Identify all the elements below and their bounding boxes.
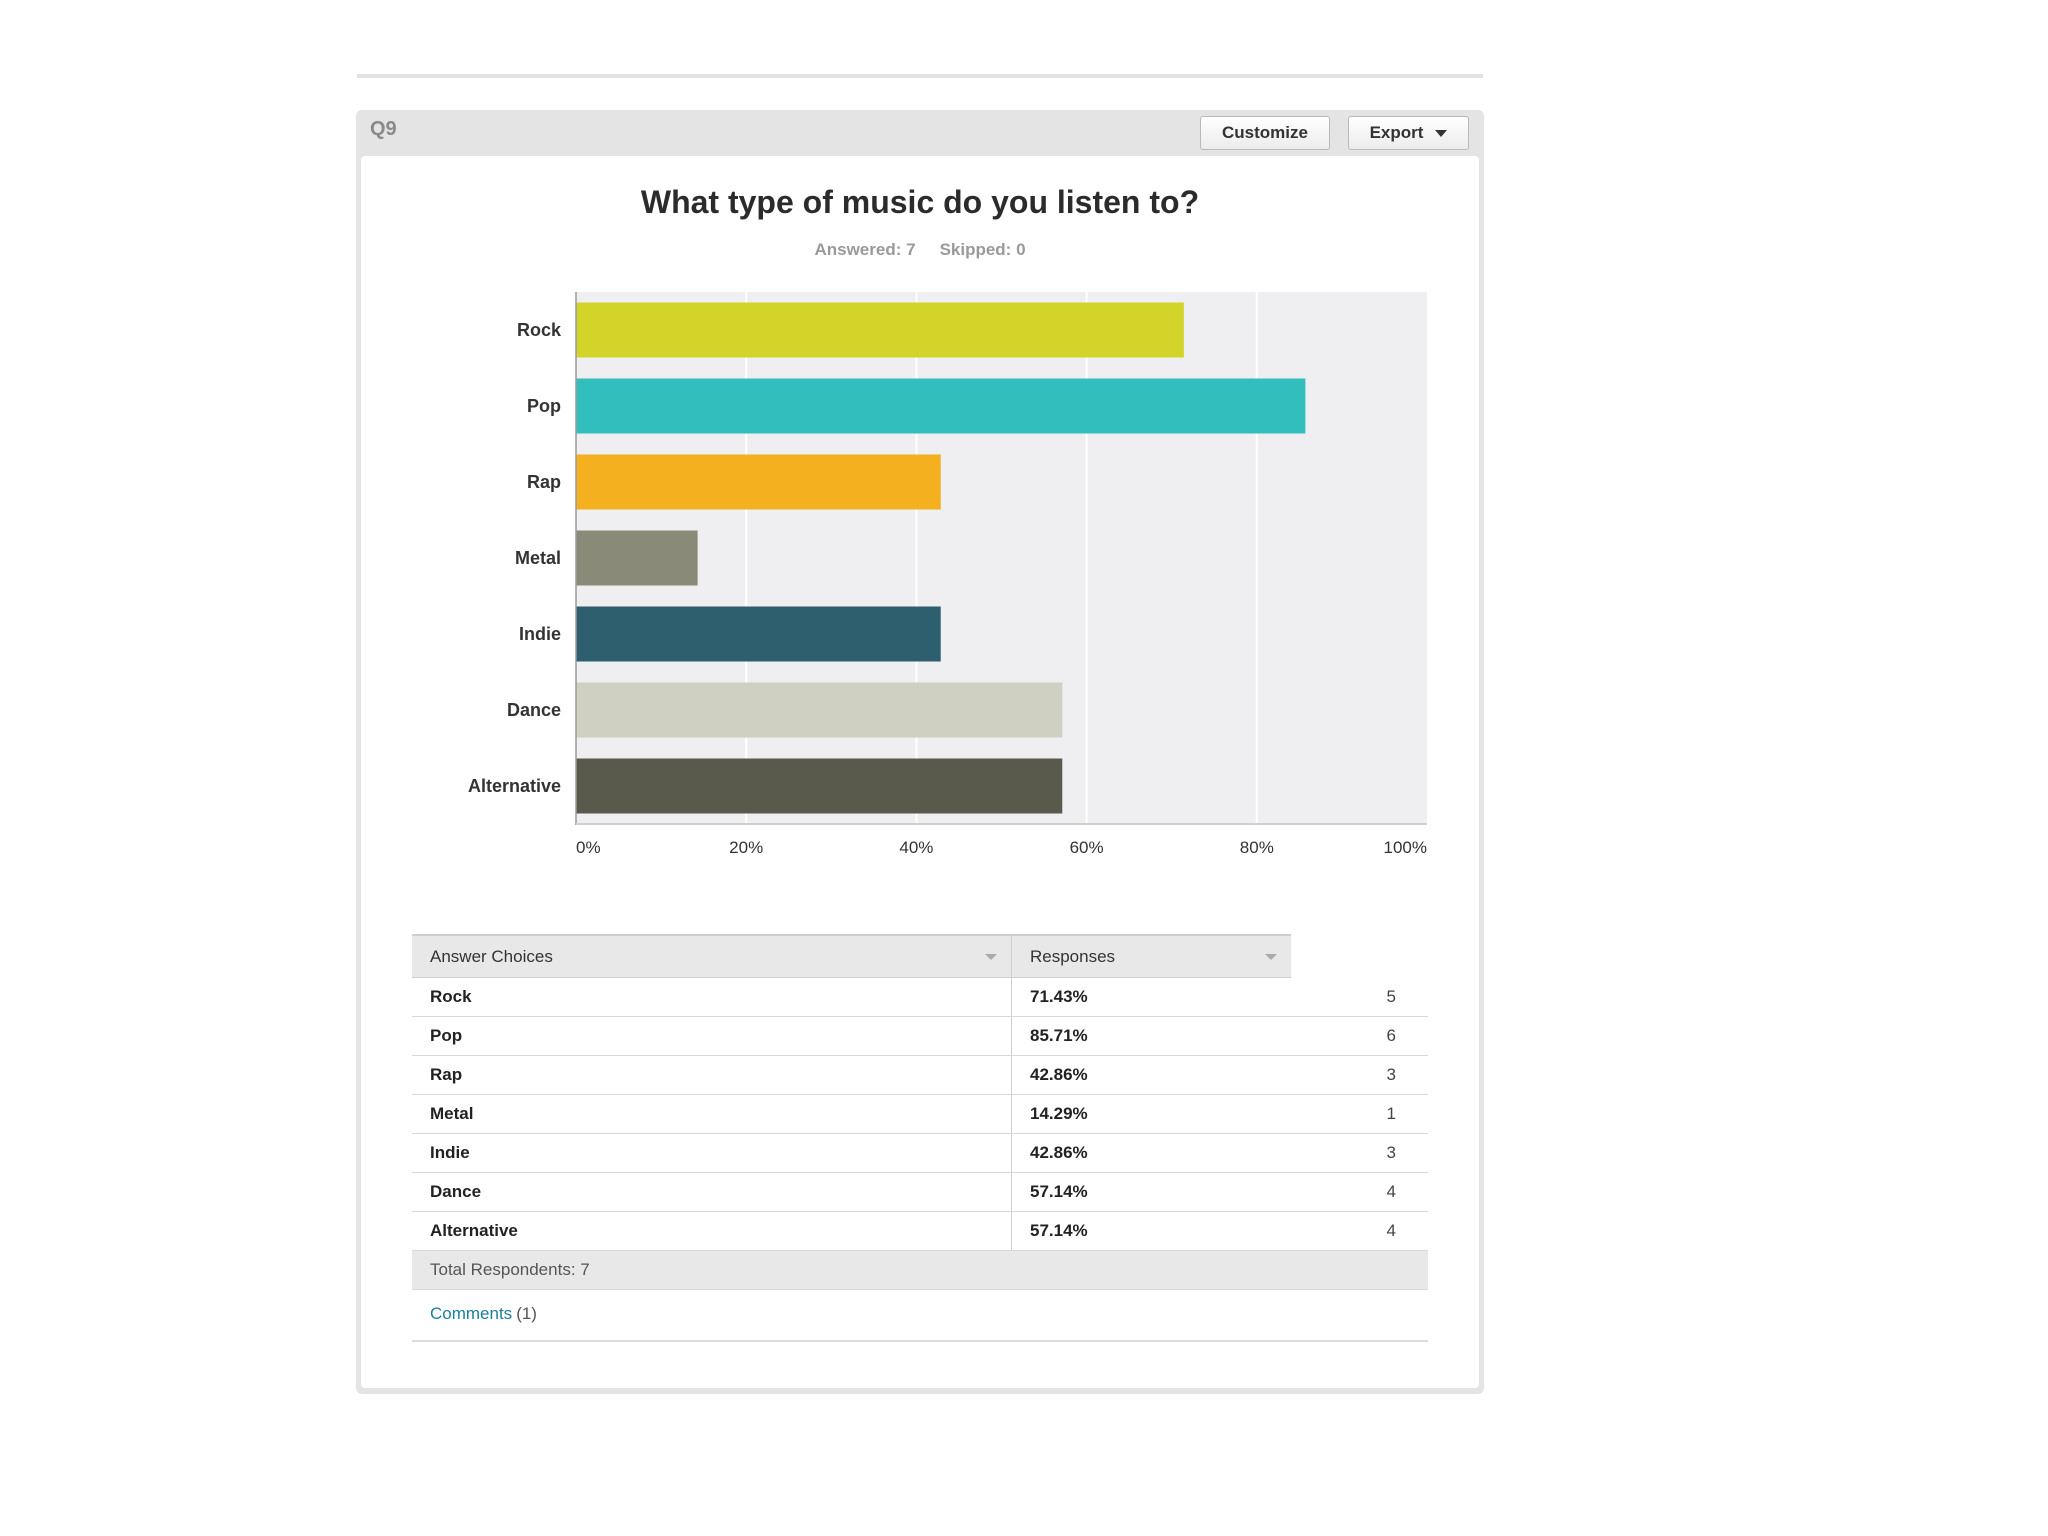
answer-choice-cell: Dance: [412, 1172, 1012, 1212]
response-count-cell: 1: [1291, 1094, 1428, 1134]
export-label: Export: [1369, 123, 1424, 142]
bar-metal: [576, 530, 698, 586]
skipped-count: Skipped: 0: [939, 240, 1026, 259]
response-count-cell: 3: [1291, 1055, 1428, 1095]
question-number: Q9: [370, 118, 397, 140]
response-count-cell: 5: [1291, 977, 1428, 1017]
x-tick-label: 40%: [899, 838, 933, 857]
x-tick-label: 0%: [576, 838, 601, 857]
total-row: Total Respondents: 7: [412, 1250, 1428, 1290]
answer-choice-cell: Alternative: [412, 1211, 1012, 1251]
response-percent-cell: 57.14%: [1011, 1172, 1292, 1212]
bar-alternative: [576, 758, 1063, 814]
category-label: Alternative: [468, 776, 561, 796]
comments-count: (1): [516, 1304, 537, 1323]
table-row: Metal 14.29% 1: [412, 1094, 1428, 1134]
category-label: Rock: [517, 320, 562, 340]
table-row: Alternative 57.14% 4: [412, 1211, 1428, 1251]
response-percent-cell: 42.86%: [1011, 1133, 1292, 1173]
bar-pop: [576, 378, 1306, 434]
plot-background: [576, 292, 1427, 824]
response-percent-cell: 42.86%: [1011, 1055, 1292, 1095]
sort-icon[interactable]: [985, 954, 997, 960]
x-tick-label: 20%: [729, 838, 763, 857]
response-count-cell: 4: [1291, 1172, 1428, 1212]
response-percent-cell: 71.43%: [1011, 977, 1292, 1017]
response-count-cell: 6: [1291, 1016, 1428, 1056]
bar-dance: [576, 682, 1063, 738]
comments-row: Comments (1): [412, 1290, 1428, 1342]
answer-choice-cell: Rock: [412, 977, 1012, 1017]
response-percent-cell: 14.29%: [1011, 1094, 1292, 1134]
category-label: Dance: [507, 700, 561, 720]
x-tick-label: 100%: [1384, 838, 1427, 857]
top-divider: [357, 74, 1483, 78]
table-row: Rock 71.43% 5: [412, 977, 1428, 1017]
answered-count: Answered: 7: [814, 240, 916, 259]
export-button[interactable]: Export: [1348, 116, 1469, 150]
category-label: Pop: [527, 396, 561, 416]
responses-header-label: Responses: [1030, 946, 1116, 966]
total-respondents: Total Respondents: 7: [412, 1250, 1428, 1290]
chevron-down-icon: [1435, 129, 1448, 137]
table-row: Indie 42.86% 3: [412, 1133, 1428, 1173]
response-percent-cell: 57.14%: [1011, 1211, 1292, 1251]
comments-link[interactable]: Comments (1): [430, 1304, 537, 1324]
x-tick-label: 80%: [1240, 838, 1274, 857]
category-label: Metal: [515, 548, 561, 568]
customize-button[interactable]: Customize: [1200, 116, 1330, 150]
table-row: Dance 57.14% 4: [412, 1172, 1428, 1212]
responses-header[interactable]: Responses: [1011, 934, 1292, 978]
bar-indie: [576, 606, 941, 662]
category-label: Indie: [519, 624, 561, 644]
response-stats: Answered: 7 Skipped: 0: [356, 240, 1484, 260]
bar-rock: [576, 302, 1184, 358]
x-tick-label: 60%: [1070, 838, 1104, 857]
response-count-cell: 3: [1291, 1133, 1428, 1173]
response-percent-cell: 85.71%: [1011, 1016, 1292, 1056]
bar-rap: [576, 454, 941, 510]
sort-icon[interactable]: [1265, 954, 1278, 960]
category-label: Rap: [527, 472, 561, 492]
answer-choices-header-label: Answer Choices: [430, 946, 553, 966]
table-row: Pop 85.71% 6: [412, 1016, 1428, 1056]
responses-table: Answer Choices Responses Rock 71.43% 5 Pop 8…: [412, 934, 1428, 1290]
chart-title-container: What type of music do you listen to?: [356, 184, 1484, 221]
answer-choice-cell: Rap: [412, 1055, 1012, 1095]
table-row: Rap 42.86% 3: [412, 1055, 1428, 1095]
answer-choice-cell: Pop: [412, 1016, 1012, 1056]
comments-link-label: Comments: [430, 1304, 513, 1323]
answer-choice-cell: Indie: [412, 1133, 1012, 1173]
answer-choice-cell: Metal: [412, 1094, 1012, 1134]
panel-header: Q9 Customize Export: [356, 110, 1484, 156]
answer-choices-header[interactable]: Answer Choices: [412, 934, 1012, 978]
bar-chart: Rock Pop Rap Metal Indie Dance Alternative 0% 20…: [468, 292, 1427, 857]
chart-title: What type of music do you listen to?: [640, 184, 1200, 220]
response-count-cell: 4: [1291, 1211, 1428, 1251]
